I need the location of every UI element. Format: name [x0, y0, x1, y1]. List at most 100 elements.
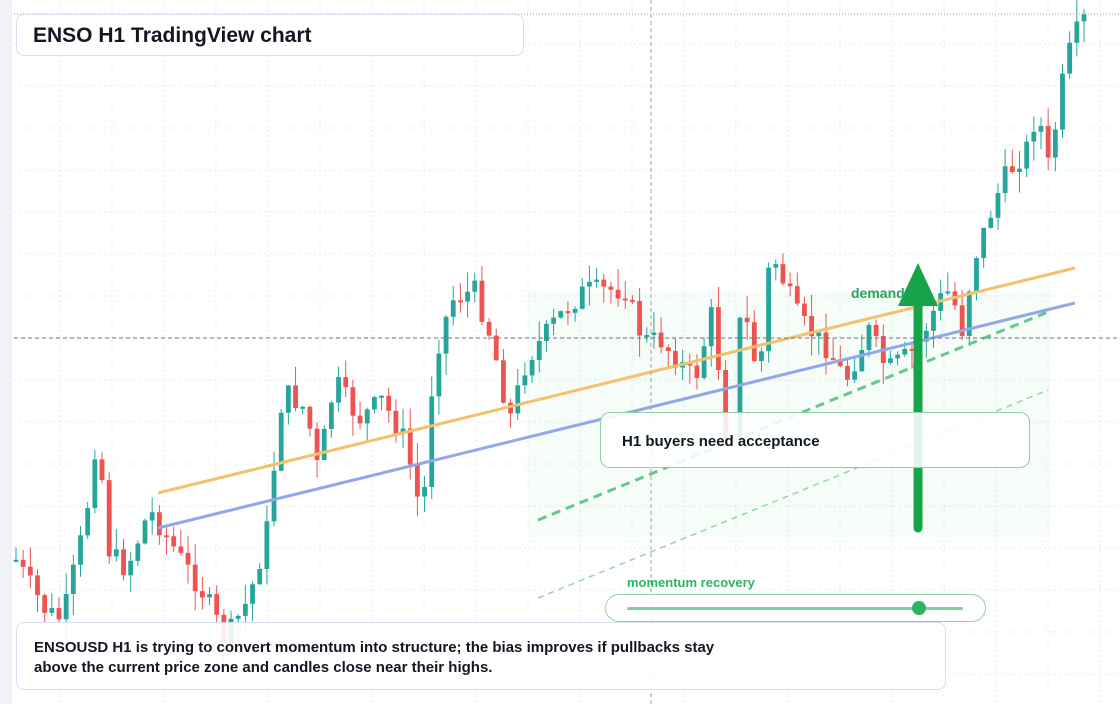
- candle-down: [501, 360, 506, 403]
- candle-up: [149, 512, 155, 521]
- candle-down: [873, 324, 879, 337]
- candle-up: [572, 308, 578, 313]
- candle-down: [601, 279, 607, 287]
- candle-down: [20, 559, 26, 567]
- candle-down: [637, 300, 642, 336]
- candle-down: [56, 608, 62, 620]
- candle-up: [522, 375, 528, 386]
- candle-up: [1031, 131, 1037, 142]
- candle-down: [658, 332, 664, 348]
- candle-down: [830, 358, 836, 361]
- candle-down: [845, 365, 850, 380]
- candle-up: [701, 346, 707, 378]
- candle-up: [235, 615, 241, 619]
- candle-up: [1024, 141, 1030, 169]
- candle-down: [121, 549, 126, 576]
- candle-down: [178, 546, 184, 553]
- demand-label: demand: [851, 285, 905, 301]
- candle-down: [959, 305, 965, 336]
- candle-down: [386, 395, 392, 411]
- candle-down: [716, 307, 721, 370]
- summary-box: ENSOUSD H1 is trying to convert momentum…: [16, 622, 946, 690]
- candle-down: [199, 591, 205, 598]
- candle-up: [551, 317, 556, 324]
- candle-up: [1074, 21, 1080, 43]
- momentum-indicator[interactable]: [605, 594, 986, 622]
- candle-up: [558, 311, 564, 318]
- candle-up: [242, 603, 248, 616]
- candle-up: [529, 359, 535, 376]
- candle-up: [379, 395, 384, 398]
- candle-down: [407, 428, 413, 465]
- candle-down: [665, 347, 671, 352]
- candle-down: [393, 410, 399, 434]
- candle-up: [63, 593, 69, 620]
- candle-up: [773, 264, 779, 268]
- candle-down: [99, 459, 105, 481]
- candle-up: [895, 354, 901, 359]
- candle-down: [622, 298, 628, 301]
- candle-down: [192, 564, 198, 592]
- candle-up: [285, 385, 291, 413]
- up-arrow-head-icon: [898, 263, 938, 306]
- momentum-track: [627, 607, 963, 610]
- candle-down: [751, 322, 757, 362]
- left-edge-bar: [0, 0, 12, 704]
- candle-down: [214, 594, 220, 615]
- candle-up: [85, 508, 91, 536]
- candle-up: [207, 594, 212, 598]
- candle-up: [78, 535, 83, 565]
- candle-up: [92, 459, 98, 509]
- candle-down: [42, 595, 48, 613]
- candle-down: [809, 315, 815, 337]
- candle-down: [837, 359, 843, 366]
- candle-up: [888, 358, 893, 364]
- momentum-label: momentum recovery: [627, 575, 755, 590]
- candle-down: [615, 289, 621, 299]
- candle-up: [766, 267, 772, 352]
- candle-up: [422, 487, 427, 497]
- candle-up: [708, 307, 714, 347]
- candle-up: [371, 397, 377, 410]
- candle-down: [458, 300, 463, 303]
- candle-down: [156, 512, 162, 536]
- candle-up: [1060, 73, 1065, 130]
- candle-up: [13, 559, 19, 562]
- candle-up: [465, 291, 470, 302]
- candle-up: [264, 521, 270, 569]
- candle-down: [493, 335, 499, 361]
- candle-down: [343, 377, 349, 388]
- candle-up: [400, 428, 406, 434]
- candle-down: [608, 286, 614, 290]
- candle-up: [995, 193, 1001, 218]
- candle-down: [35, 575, 40, 596]
- candle-up: [278, 412, 284, 471]
- candles-layer: [13, 0, 1087, 664]
- candle-down: [27, 566, 33, 576]
- callout-text: H1 buyers need acceptance: [622, 433, 820, 450]
- candle-down: [723, 369, 729, 439]
- candle-up: [579, 286, 585, 309]
- candle-down: [630, 299, 635, 302]
- candle-down: [357, 415, 363, 424]
- momentum-knob[interactable]: [912, 601, 927, 615]
- summary-text: ENSOUSD H1 is trying to convert momentum…: [34, 639, 715, 676]
- candle-up: [1052, 129, 1058, 158]
- candle-up: [594, 279, 599, 282]
- candle-up: [250, 584, 255, 604]
- callout-box: H1 buyers need acceptance: [600, 412, 1030, 468]
- candle-up: [931, 310, 936, 331]
- candle-up: [988, 217, 994, 228]
- candle-up: [902, 348, 908, 355]
- candle-down: [694, 365, 700, 378]
- candle-up: [859, 350, 865, 372]
- candle-up: [1017, 168, 1022, 173]
- candle-up: [587, 281, 592, 287]
- candle-down: [673, 351, 678, 368]
- candle-up: [364, 409, 370, 424]
- candle-up: [1002, 166, 1008, 194]
- candle-down: [307, 406, 313, 429]
- candle-up: [945, 291, 951, 294]
- candle-up: [536, 340, 542, 360]
- candle-down: [414, 464, 420, 497]
